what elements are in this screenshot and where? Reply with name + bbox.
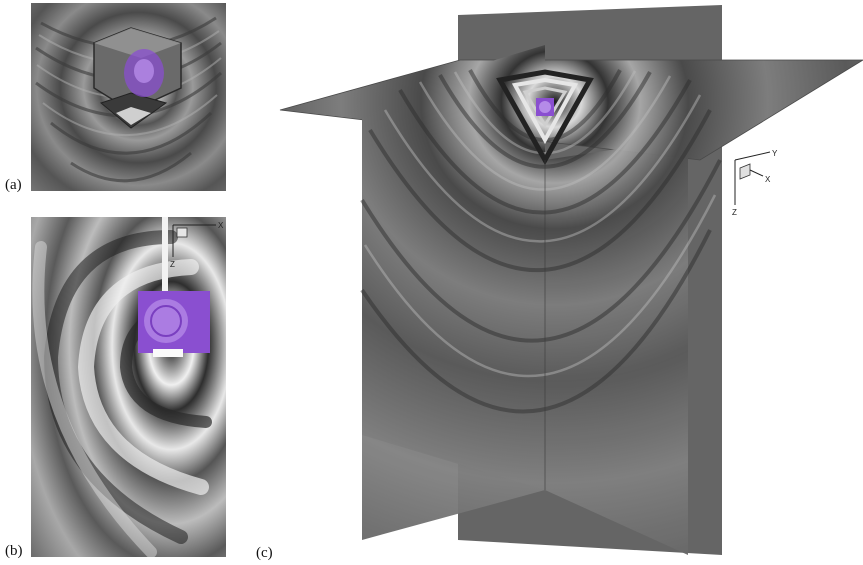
highlight-region (124, 49, 164, 97)
highlight-region (536, 98, 554, 116)
x-axis-label: X (218, 221, 224, 230)
panel-b-image: X Z (31, 217, 226, 557)
axis-triad: X Z (170, 221, 224, 269)
panel-c-label: (c) (256, 545, 273, 561)
panel-a-label: (a) (5, 177, 22, 193)
panel-c-image: Y X Z (270, 0, 863, 565)
highlight-region (138, 291, 210, 357)
x-axis-label: X (765, 175, 771, 184)
axis-triad: Y X Z (732, 149, 778, 217)
y-axis-label: Y (772, 149, 778, 158)
panel-a-image (31, 3, 226, 191)
panel-b-label: (b) (5, 543, 23, 559)
z-axis-label: Z (170, 260, 175, 269)
z-axis-label: Z (732, 208, 737, 217)
